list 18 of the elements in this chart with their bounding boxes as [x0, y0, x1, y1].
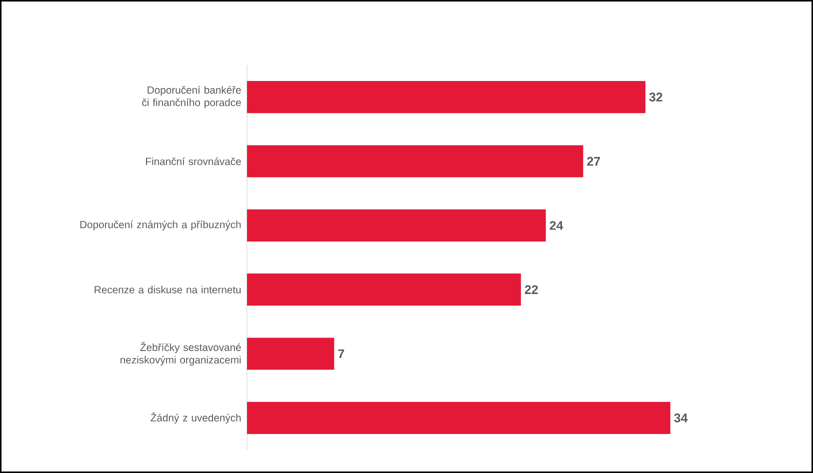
bar [247, 81, 646, 114]
y-tick-label: Doporučení bankéře či finančního poradce [142, 86, 241, 108]
y-tick-label: Recenze a diskuse na internetu [94, 286, 241, 294]
data-label: 7 [338, 349, 344, 358]
y-tick-label: Žebříčky sestavované neziskovými organizacemi [120, 342, 241, 366]
bar [247, 338, 334, 370]
bar [247, 402, 670, 434]
y-tick-label: Finanční srovnávače [146, 157, 241, 166]
data-label: 27 [587, 156, 600, 166]
data-label: 24 [550, 221, 564, 230]
bar [247, 274, 521, 306]
bar [247, 145, 584, 178]
data-label: 34 [674, 414, 688, 422]
y-tick-label: Doporučení známých a příbuzných [80, 220, 241, 230]
bar [247, 209, 546, 242]
data-label: 32 [649, 92, 662, 102]
data-label: 22 [524, 285, 538, 294]
y-tick-label: Žádný z uvedených [150, 412, 241, 424]
